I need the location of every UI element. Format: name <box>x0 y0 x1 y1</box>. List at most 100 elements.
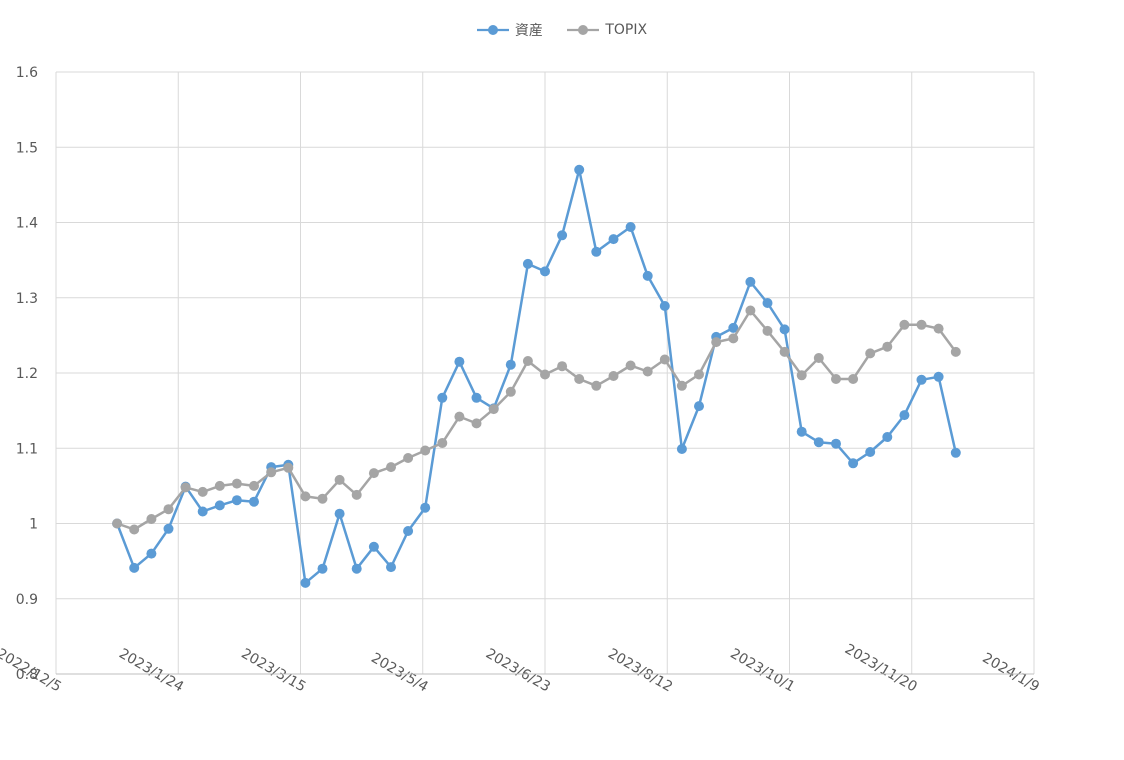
data-point-series-1-47[interactable] <box>916 319 927 330</box>
legend-item-series-1[interactable]: TOPIX <box>567 20 647 40</box>
data-point-series-1-19[interactable] <box>437 438 448 448</box>
data-point-series-0-11[interactable] <box>300 577 311 588</box>
data-point-series-0-48[interactable] <box>933 371 944 382</box>
data-point-series-0-38[interactable] <box>762 298 773 308</box>
data-point-series-1-28[interactable] <box>591 380 602 391</box>
data-point-series-1-34[interactable] <box>694 369 704 380</box>
data-point-series-1-27[interactable] <box>574 374 585 384</box>
data-point-series-0-8[interactable] <box>249 496 259 507</box>
data-point-series-0-46[interactable] <box>899 410 910 421</box>
data-point-series-1-21[interactable] <box>471 418 482 429</box>
data-point-series-0-33[interactable] <box>676 444 687 454</box>
data-point-series-1-7[interactable] <box>231 478 242 489</box>
data-point-series-0-16[interactable] <box>386 562 396 573</box>
data-point-series-1-22[interactable] <box>488 404 499 415</box>
data-point-series-1-33[interactable] <box>676 380 687 391</box>
data-point-series-1-48[interactable] <box>933 323 944 334</box>
data-point-series-1-10[interactable] <box>283 462 294 473</box>
data-point-series-0-32[interactable] <box>659 301 670 311</box>
data-point-series-1-35[interactable] <box>711 337 722 348</box>
data-point-series-1-2[interactable] <box>146 514 157 524</box>
data-point-series-0-14[interactable] <box>351 563 362 574</box>
data-point-series-1-42[interactable] <box>831 374 841 384</box>
data-point-series-0-24[interactable] <box>522 258 533 269</box>
data-point-series-1-46[interactable] <box>899 319 910 330</box>
legend-label-series-1: TOPIX <box>605 22 648 38</box>
data-point-series-1-17[interactable] <box>403 453 414 463</box>
data-point-series-1-45[interactable] <box>882 341 893 352</box>
data-point-series-1-37[interactable] <box>745 305 756 316</box>
data-point-series-0-49[interactable] <box>950 447 961 458</box>
data-point-series-1-32[interactable] <box>659 354 670 365</box>
data-point-series-0-39[interactable] <box>779 324 790 335</box>
data-point-series-0-45[interactable] <box>882 432 893 442</box>
data-point-series-0-27[interactable] <box>574 164 585 175</box>
data-point-series-0-47[interactable] <box>916 374 927 385</box>
data-point-series-1-30[interactable] <box>625 360 636 371</box>
data-point-series-0-3[interactable] <box>163 523 174 534</box>
data-point-series-0-28[interactable] <box>591 246 602 257</box>
data-point-series-1-40[interactable] <box>796 370 807 381</box>
data-point-series-0-42[interactable] <box>831 438 841 449</box>
data-point-series-1-8[interactable] <box>249 480 259 491</box>
data-point-series-1-16[interactable] <box>386 462 396 473</box>
data-point-series-1-39[interactable] <box>779 346 790 357</box>
data-point-series-0-40[interactable] <box>796 426 807 437</box>
data-point-series-0-36[interactable] <box>728 322 739 333</box>
data-point-series-0-31[interactable] <box>642 270 653 281</box>
data-point-series-1-24[interactable] <box>522 356 533 366</box>
data-point-series-1-0[interactable] <box>112 518 123 529</box>
data-point-series-1-11[interactable] <box>300 491 311 502</box>
data-point-series-0-30[interactable] <box>625 222 636 232</box>
data-point-series-0-18[interactable] <box>420 502 431 513</box>
data-point-series-1-18[interactable] <box>420 445 431 456</box>
data-point-series-1-25[interactable] <box>540 369 550 380</box>
data-point-series-0-44[interactable] <box>865 447 876 457</box>
data-point-series-0-13[interactable] <box>334 508 345 519</box>
data-point-series-0-17[interactable] <box>403 526 414 536</box>
data-point-series-0-43[interactable] <box>848 458 859 469</box>
x-tick-label: 2024/1/9 <box>980 650 1042 695</box>
data-point-series-1-1[interactable] <box>129 524 140 535</box>
data-point-series-1-5[interactable] <box>197 486 208 497</box>
data-point-series-0-6[interactable] <box>214 500 225 511</box>
data-point-series-1-6[interactable] <box>214 480 225 491</box>
data-point-series-1-41[interactable] <box>813 353 824 363</box>
data-point-series-0-34[interactable] <box>694 401 704 412</box>
data-point-series-1-43[interactable] <box>848 374 859 384</box>
data-point-series-0-5[interactable] <box>197 506 208 517</box>
data-point-series-0-37[interactable] <box>745 276 756 287</box>
data-point-series-1-13[interactable] <box>334 474 345 485</box>
data-point-series-1-9[interactable] <box>266 467 277 478</box>
legend-swatch-series-0 <box>476 25 509 35</box>
data-point-series-0-19[interactable] <box>437 392 448 403</box>
series-line-0 <box>115 168 958 585</box>
data-point-series-1-29[interactable] <box>608 371 619 381</box>
data-point-series-1-14[interactable] <box>351 489 362 500</box>
data-point-series-0-20[interactable] <box>454 356 465 367</box>
data-point-series-1-31[interactable] <box>642 366 653 377</box>
data-point-series-0-26[interactable] <box>557 230 568 241</box>
data-point-series-0-15[interactable] <box>368 541 379 552</box>
data-point-series-0-23[interactable] <box>505 359 516 370</box>
data-point-series-1-44[interactable] <box>865 348 876 359</box>
data-point-series-0-1[interactable] <box>129 562 140 573</box>
data-point-series-0-7[interactable] <box>231 495 242 506</box>
data-point-series-0-12[interactable] <box>317 563 328 574</box>
data-point-series-1-26[interactable] <box>557 361 568 372</box>
data-point-series-1-49[interactable] <box>950 346 961 357</box>
data-point-series-0-2[interactable] <box>146 548 157 559</box>
data-point-series-1-3[interactable] <box>163 504 174 515</box>
data-point-series-1-4[interactable] <box>180 482 191 493</box>
data-point-series-0-41[interactable] <box>813 437 824 448</box>
data-point-series-1-12[interactable] <box>317 493 328 504</box>
data-point-series-1-23[interactable] <box>505 386 516 397</box>
data-point-series-1-38[interactable] <box>762 325 773 336</box>
data-point-series-0-29[interactable] <box>608 234 619 245</box>
data-point-series-0-21[interactable] <box>471 392 482 403</box>
data-point-series-1-20[interactable] <box>454 411 465 422</box>
legend-item-series-0[interactable]: 資産 <box>476 20 543 40</box>
data-point-series-0-25[interactable] <box>540 266 550 277</box>
data-point-series-1-36[interactable] <box>728 333 739 344</box>
data-point-series-1-15[interactable] <box>368 468 379 479</box>
